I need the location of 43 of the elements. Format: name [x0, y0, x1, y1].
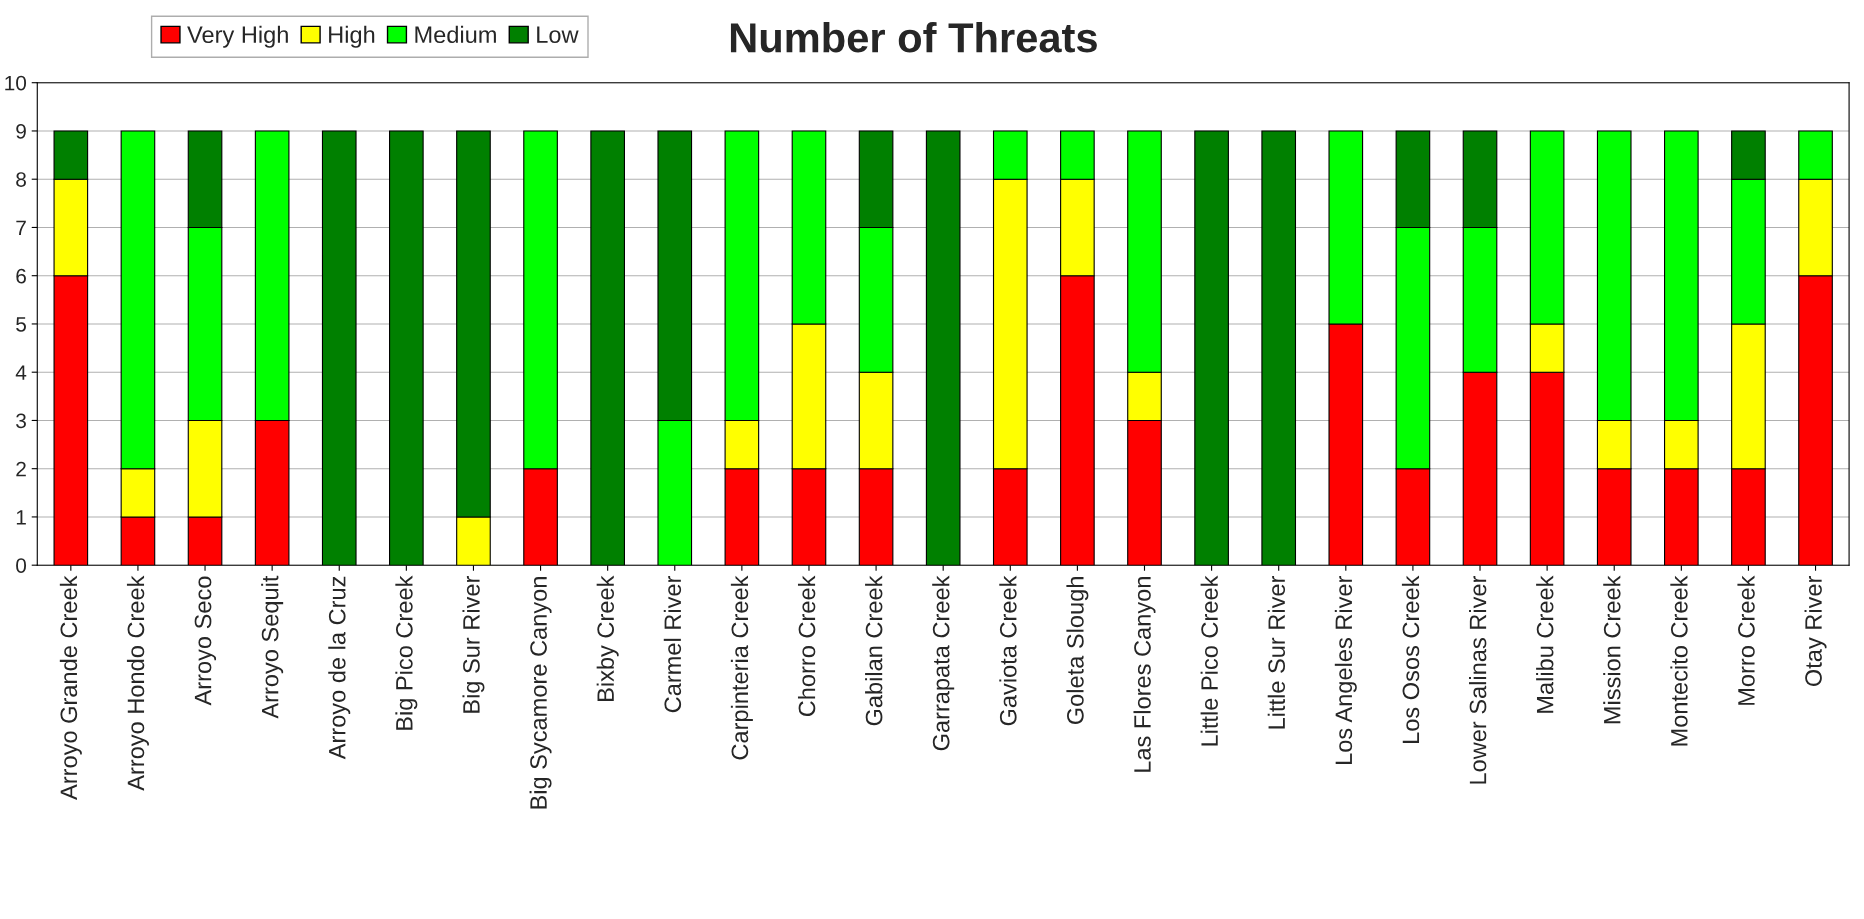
x-tick-label: Little Pico Creek	[1200, 575, 1218, 746]
y-tick-label: 6	[16, 268, 26, 284]
legend-label: Very High	[187, 25, 288, 48]
x-tick-label: Carmel River	[663, 575, 682, 713]
y-tick-label: 4	[15, 365, 27, 380]
legend-label: Medium	[415, 25, 496, 44]
x-tick-label: Arroyo Sequit	[261, 575, 284, 719]
y-tick-label: 9	[16, 123, 26, 139]
x-tick-label: Gaviota Creek	[999, 575, 1017, 726]
legend-label: High	[329, 25, 375, 48]
x-tick-label: Morro Creek	[1737, 575, 1755, 705]
x-tick-label: Big Sycamore Canyon	[529, 577, 552, 809]
x-tick-label: Little Sur River	[1267, 575, 1286, 729]
x-tick-label: Los Osos Creek	[1401, 575, 1420, 743]
y-tick-label: 0	[16, 558, 27, 573]
x-tick-label: Los Angeles River	[1334, 575, 1357, 764]
x-tick-label: Arroyo de la Cruz	[328, 576, 351, 760]
y-tick-label: 3	[16, 413, 26, 429]
y-tick-label: 5	[16, 317, 26, 332]
x-tick-label: Lower Salinas River	[1469, 575, 1487, 784]
chart-title: Number of Threats	[730, 21, 1097, 53]
x-tick-label: Otay River	[1804, 575, 1827, 686]
x-tick-label: Las Flores Canyon	[1133, 577, 1156, 772]
x-tick-label: Arroyo Hondo Creek	[126, 575, 149, 791]
x-tick-label: Big Pico Creek	[395, 575, 418, 730]
x-tick-label: Goleta Slough	[1066, 577, 1089, 725]
x-tick-label: Bixby Creek	[596, 575, 619, 701]
legend-label: Low	[537, 26, 579, 44]
y-tick-label: 8	[16, 172, 26, 187]
x-tick-label: Gabilan Creek	[865, 575, 883, 726]
y-tick-label: 1	[16, 510, 26, 525]
x-tick-label: Chorro Creek	[797, 575, 816, 717]
x-tick-label: Malibu Creek	[1536, 575, 1554, 713]
x-tick-label: Arroyo Seco	[194, 576, 217, 706]
y-tick-label: 10	[5, 75, 27, 91]
y-tick-label: 2	[16, 461, 26, 477]
x-tick-label: Big Sur River	[462, 575, 485, 713]
x-tick-label: Mission Creek	[1603, 575, 1621, 724]
x-tick-label: Montecito Creek	[1670, 575, 1688, 746]
y-tick-label: 7	[16, 220, 26, 235]
x-tick-label: Carpinteria Creek	[730, 575, 753, 760]
x-tick-label: Arroyo Grande Creek	[59, 575, 82, 800]
x-tick-label: Garrapata Creek	[932, 575, 955, 751]
